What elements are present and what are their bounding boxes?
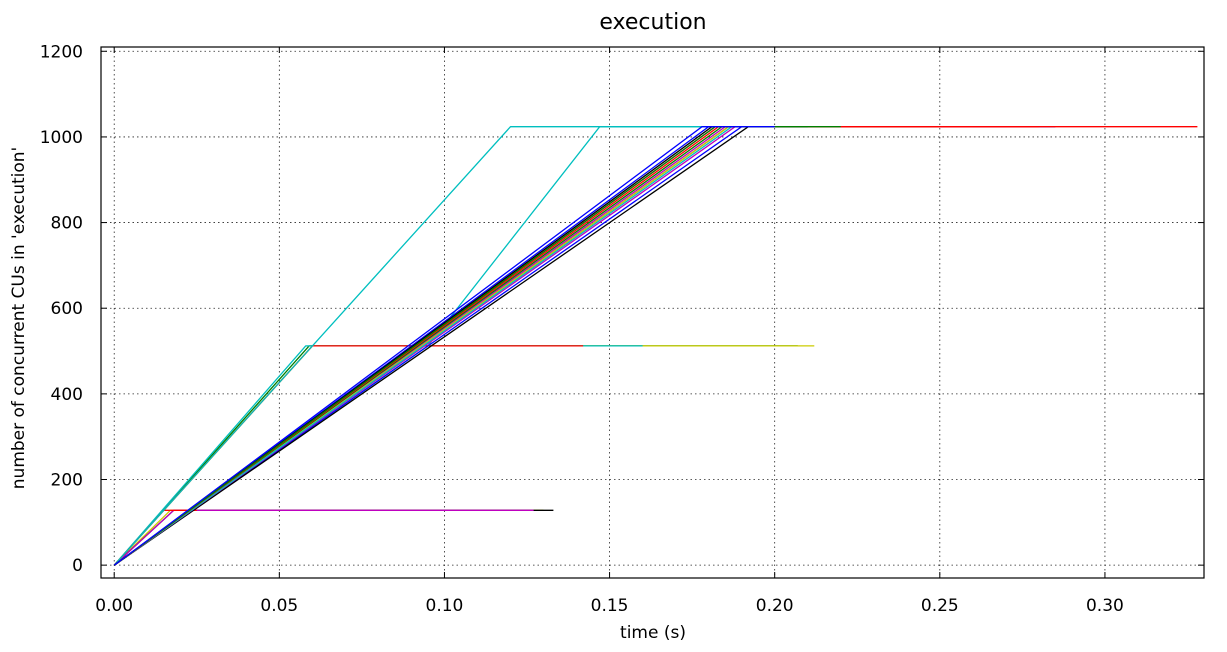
y-tick-label: 800 <box>51 214 83 234</box>
y-axis-label: number of concurrent CUs in 'execution' <box>9 147 29 489</box>
chart-title: execution <box>599 10 706 35</box>
y-tick-label: 400 <box>51 385 83 405</box>
x-tick-label: 0.05 <box>260 596 298 616</box>
y-tick-label: 1200 <box>40 42 83 62</box>
x-tick-label: 0.20 <box>756 596 794 616</box>
axis-ticks <box>101 47 1204 578</box>
series-layer <box>113 126 1198 566</box>
y-tick-labels: 0 200 400 600 800 1000 1200 <box>40 42 83 576</box>
series-line-6 <box>113 345 815 566</box>
x-tick-label: 0.25 <box>921 596 959 616</box>
x-axis-label: time (s) <box>620 623 686 643</box>
series-line-8 <box>113 345 584 566</box>
x-tick-label: 0.30 <box>1086 596 1124 616</box>
y-tick-label: 0 <box>72 556 83 576</box>
y-tick-label: 200 <box>51 471 83 491</box>
plot-frame <box>100 46 1205 579</box>
x-tick-label: 0.10 <box>426 596 464 616</box>
series-line-24 <box>113 126 775 566</box>
y-tick-label: 1000 <box>40 128 83 148</box>
series-line-5 <box>113 345 798 566</box>
grid <box>101 47 1204 578</box>
x-tick-labels: 0.00 0.05 0.10 0.15 0.20 0.25 0.30 <box>95 596 1124 616</box>
x-tick-label: 0.15 <box>591 596 629 616</box>
y-tick-label: 600 <box>51 299 83 319</box>
x-tick-label: 0.00 <box>95 596 133 616</box>
